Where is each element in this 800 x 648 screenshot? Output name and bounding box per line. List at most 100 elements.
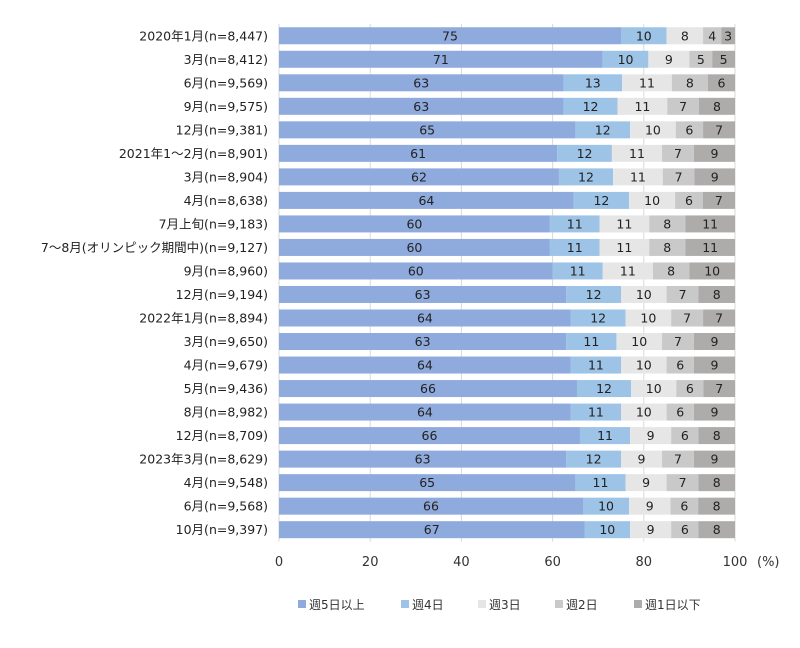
data-label: 63 [415, 334, 431, 349]
bar-segment [573, 191, 630, 209]
data-label: 11 [583, 334, 599, 349]
category-label: 12月(n=9,381) [176, 122, 268, 137]
bar-segment [675, 191, 703, 209]
data-label: 6 [685, 193, 693, 208]
category-label: 6月(n=9,569) [184, 75, 268, 90]
bar-segment [666, 27, 704, 45]
data-label: 11 [597, 428, 613, 443]
category-label: 7月上旬(n=9,183) [159, 216, 268, 231]
data-label: 12 [586, 287, 602, 302]
bar-segment [693, 403, 735, 421]
bar-segment [630, 427, 672, 445]
data-label: 5 [720, 52, 728, 67]
bar-segment [698, 427, 735, 445]
data-label: 6 [717, 75, 725, 90]
bar-segment [698, 521, 735, 539]
bar-segment [625, 474, 667, 492]
bar-segment [685, 238, 735, 256]
bar-segment [621, 403, 667, 421]
bar-segment [279, 356, 571, 374]
bar-segment [570, 403, 621, 421]
bar-segment [648, 50, 690, 68]
data-label: 63 [413, 99, 429, 114]
category-label: 4月(n=9,679) [184, 358, 268, 373]
bar-segment [712, 50, 735, 68]
bar-segment [703, 27, 722, 45]
data-label: 8 [667, 263, 675, 278]
bar-segment [666, 403, 694, 421]
data-label: 5 [697, 52, 705, 67]
data-label: 63 [415, 452, 431, 467]
data-label: 9 [711, 334, 719, 349]
bar-segment [694, 168, 735, 186]
bar-segment [279, 238, 550, 256]
data-label: 12 [577, 146, 593, 161]
category-label: 12月(n=9,194) [176, 287, 268, 302]
data-label: 11 [570, 263, 586, 278]
data-label: 12 [586, 452, 602, 467]
bar-segment [616, 333, 663, 351]
bar-segment [558, 168, 614, 186]
bar-segment [611, 144, 663, 162]
category-label: 8月(n=8,982) [184, 405, 268, 420]
bar-segment [667, 97, 699, 115]
data-label: 7 [679, 287, 687, 302]
data-label: 10 [631, 334, 647, 349]
bar-segment [279, 380, 577, 398]
bar-segment [698, 474, 735, 492]
bar-segment [584, 521, 631, 539]
category-label: 9月(n=8,960) [184, 263, 268, 278]
data-label: 6 [681, 522, 689, 537]
bar-segment [671, 74, 708, 92]
bar-segment [566, 333, 617, 351]
data-label: 60 [406, 216, 422, 231]
bar-segment [575, 121, 631, 139]
data-label: 66 [422, 428, 438, 443]
data-label: 8 [713, 522, 721, 537]
data-label: 62 [411, 169, 427, 184]
data-label: 10 [636, 405, 652, 420]
bar-segment [549, 215, 600, 233]
data-label: 11 [639, 75, 655, 90]
bar-segment [599, 215, 650, 233]
bar-segment [279, 215, 550, 233]
data-label: 8 [663, 240, 671, 255]
bar-segment [621, 27, 667, 45]
bar-segment [630, 521, 672, 539]
bar-segment [279, 403, 571, 421]
bar-segment [279, 333, 567, 351]
data-label: 11 [616, 216, 632, 231]
data-label: 10 [618, 52, 634, 67]
bar-segment [279, 74, 564, 92]
bar-segment [617, 97, 668, 115]
bar-segment [279, 168, 559, 186]
data-label: 10 [644, 193, 660, 208]
bar-segment [575, 474, 626, 492]
data-label: 6 [685, 122, 693, 137]
bar-segment [689, 50, 713, 68]
bar-segment [557, 144, 612, 162]
bar-segment [563, 74, 623, 92]
data-label: 8 [713, 99, 721, 114]
category-label: 5月(n=9,436) [184, 381, 268, 396]
data-label: 11 [620, 263, 636, 278]
bar-segment [279, 50, 603, 68]
data-label: 6 [686, 381, 694, 396]
bar-segment [662, 168, 695, 186]
data-label: 11 [593, 475, 609, 490]
bar-segment [703, 380, 735, 398]
data-label: 10 [645, 122, 661, 137]
data-label: 12 [578, 169, 594, 184]
x-tick-label: 40 [453, 555, 470, 570]
data-label: 7 [715, 122, 723, 137]
x-axis-unit: (%) [757, 555, 780, 570]
bar-segment [675, 121, 704, 139]
legend-label: 週4日 [412, 598, 444, 612]
data-label: 10 [704, 263, 720, 278]
data-label: 61 [410, 146, 426, 161]
bar-segment [652, 262, 690, 280]
bar-segment [693, 356, 735, 374]
bar-segment [649, 215, 686, 233]
data-label: 11 [634, 99, 650, 114]
data-label: 9 [638, 452, 646, 467]
